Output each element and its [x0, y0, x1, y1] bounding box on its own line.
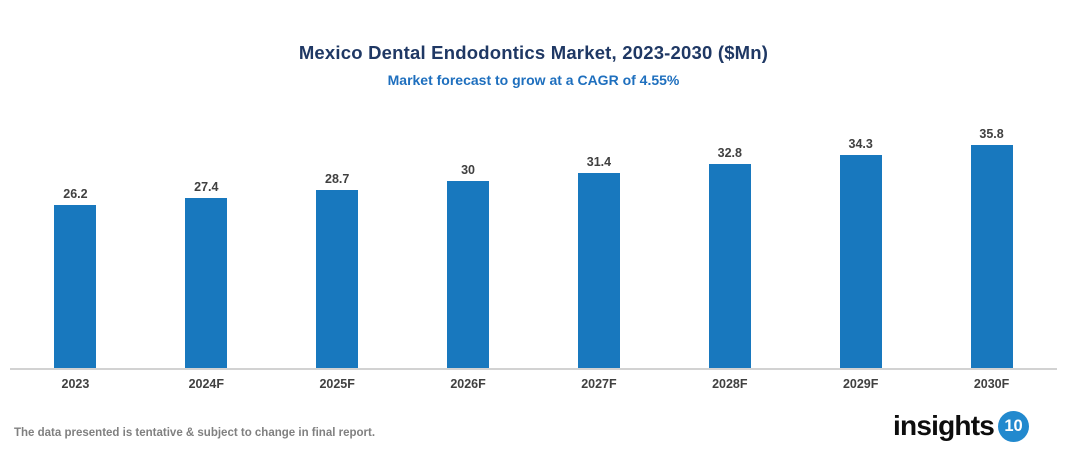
bar-value-label: 31.4 [586, 154, 612, 169]
bar-column: 27.4 [141, 180, 272, 368]
bar [185, 197, 228, 368]
bar [839, 154, 882, 368]
x-axis-label: 2028F [712, 377, 748, 391]
bar [54, 205, 97, 368]
plot-area: 26.2 27.4 28.7 30 31.4 32.8 34.3 35.8 [10, 122, 1057, 368]
chart-title: Mexico Dental Endodontics Market, 2023-2… [298, 42, 769, 63]
disclaimer-text: The data presented is tentative & subjec… [14, 427, 376, 439]
bar-column: 30 [403, 163, 534, 368]
bar [447, 181, 490, 368]
bar-value-label: 26.2 [63, 187, 88, 201]
bar-value-label: 27.4 [194, 179, 219, 194]
bar-column: 32.8 [664, 146, 795, 368]
logo-number-badge: 10 [998, 410, 1029, 442]
bar-chart: 26.2 27.4 28.7 30 31.4 32.8 34.3 35.8 2023 2024F… [10, 122, 1057, 391]
insights10-logo: insights 10 [893, 410, 1029, 442]
bar [970, 145, 1013, 368]
bar-column: 28.7 [272, 171, 403, 368]
bar-value-label: 34.3 [848, 136, 873, 151]
bar [577, 172, 620, 368]
bar [708, 164, 751, 368]
chart-footer: The data presented is tentative & subjec… [0, 410, 1067, 454]
bar-value-label: 30 [461, 163, 476, 178]
bar-column: 31.4 [534, 155, 665, 368]
x-axis-label: 2030F [973, 377, 1010, 391]
chart-subtitle: Market forecast to grow at a CAGR of 4.5… [387, 72, 680, 88]
x-axis-label: 2023 [61, 377, 90, 391]
bar [316, 189, 359, 368]
bar-column: 35.8 [926, 127, 1057, 368]
bar-value-label: 28.7 [325, 171, 350, 186]
bar-column: 26.2 [10, 187, 141, 368]
logo-wordmark: insights [893, 410, 995, 441]
bar-value-label: 35.8 [979, 127, 1004, 142]
x-axis-label: 2024F [188, 377, 225, 391]
x-axis-label: 2027F [581, 377, 617, 391]
x-axis-labels: 2023 2024F 2025F 2026F 2027F 2028F 2029F 2030F [10, 370, 1057, 391]
bar-value-label: 32.8 [717, 146, 742, 160]
x-axis-label: 2029F [842, 377, 879, 391]
x-axis-label: 2026F [450, 377, 486, 391]
bar-column: 34.3 [795, 137, 926, 368]
x-axis-label: 2025F [319, 377, 355, 391]
chart-header: Mexico Dental Endodontics Market, 2023-2… [0, 0, 1067, 88]
x-axis-line [10, 368, 1057, 370]
